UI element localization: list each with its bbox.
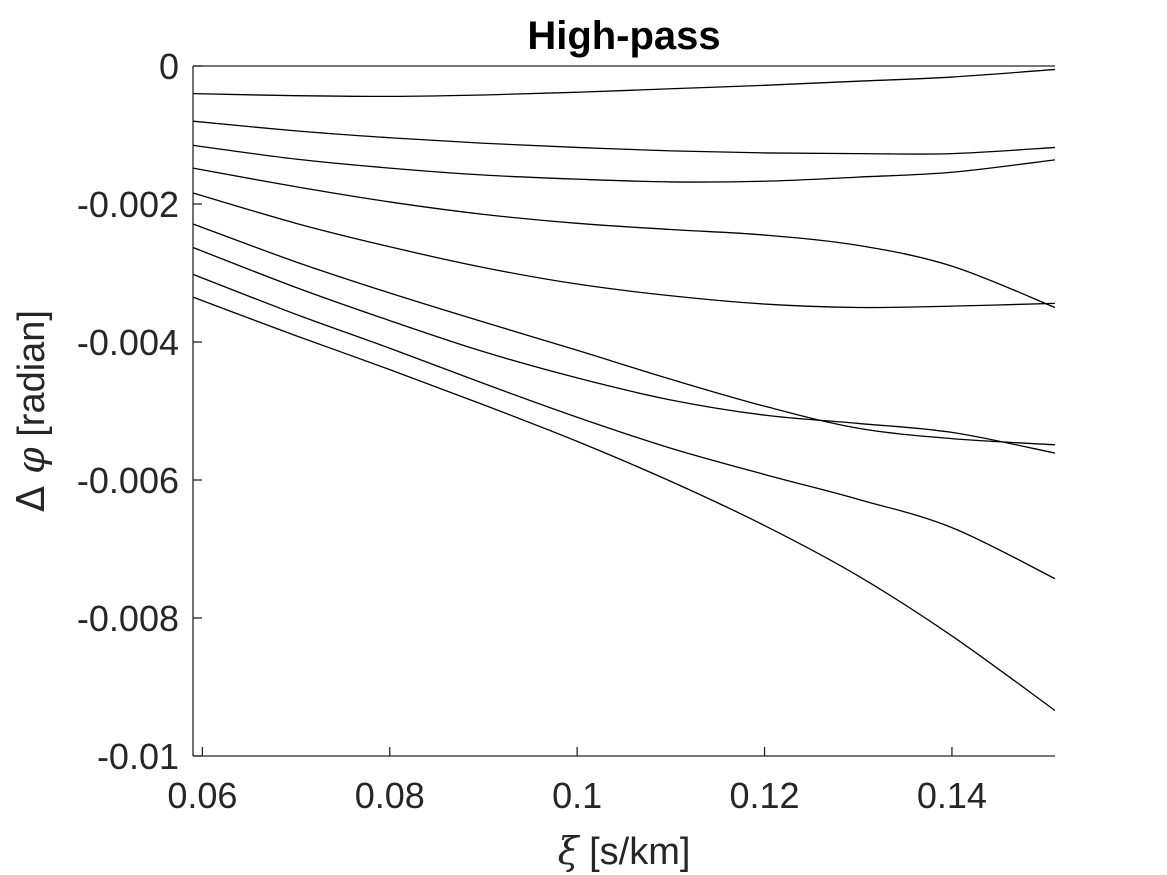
series-line-6 — [192, 223, 1056, 446]
x-axis-unit: [s/km] — [579, 831, 691, 873]
y-axis-symbol: φ — [9, 447, 53, 474]
series-line-4 — [192, 167, 1056, 309]
series-line-1 — [192, 68, 1056, 98]
x-tick-label: 0.08 — [355, 775, 425, 816]
x-tick-label: 0.1 — [552, 775, 602, 816]
series-line-5 — [192, 192, 1056, 309]
chart-title: High-pass — [527, 14, 720, 58]
plot-lines — [192, 65, 1056, 711]
y-tick-label: -0.006 — [77, 460, 179, 501]
x-ticks: 0.06 0.08 0.1 0.12 0.14 — [167, 747, 987, 816]
x-axis-symbol: ξ — [558, 829, 581, 873]
y-tick-label: -0.008 — [77, 598, 179, 639]
x-tick-label: 0.14 — [917, 775, 987, 816]
y-ticks: 0 -0.002 -0.004 -0.006 -0.008 -0.01 — [77, 46, 202, 777]
series-line-9 — [192, 296, 1056, 711]
x-axis-label: ξ [s/km] — [558, 829, 691, 873]
y-tick-label: -0.004 — [77, 322, 179, 363]
series-line-3 — [192, 144, 1056, 183]
x-tick-label: 0.12 — [730, 775, 800, 816]
y-tick-label: 0 — [159, 46, 179, 87]
y-axis-delta: Δ — [9, 474, 53, 512]
y-tick-label: -0.01 — [97, 736, 179, 777]
series-line-8 — [192, 273, 1056, 580]
y-axis-unit: [radian] — [11, 310, 53, 447]
x-tick-label: 0.06 — [167, 775, 237, 816]
series-line-2 — [192, 120, 1056, 155]
y-tick-label: -0.002 — [77, 184, 179, 225]
y-axis-label: Δ φ [radian] — [9, 310, 53, 512]
series-line-7 — [192, 246, 1056, 454]
